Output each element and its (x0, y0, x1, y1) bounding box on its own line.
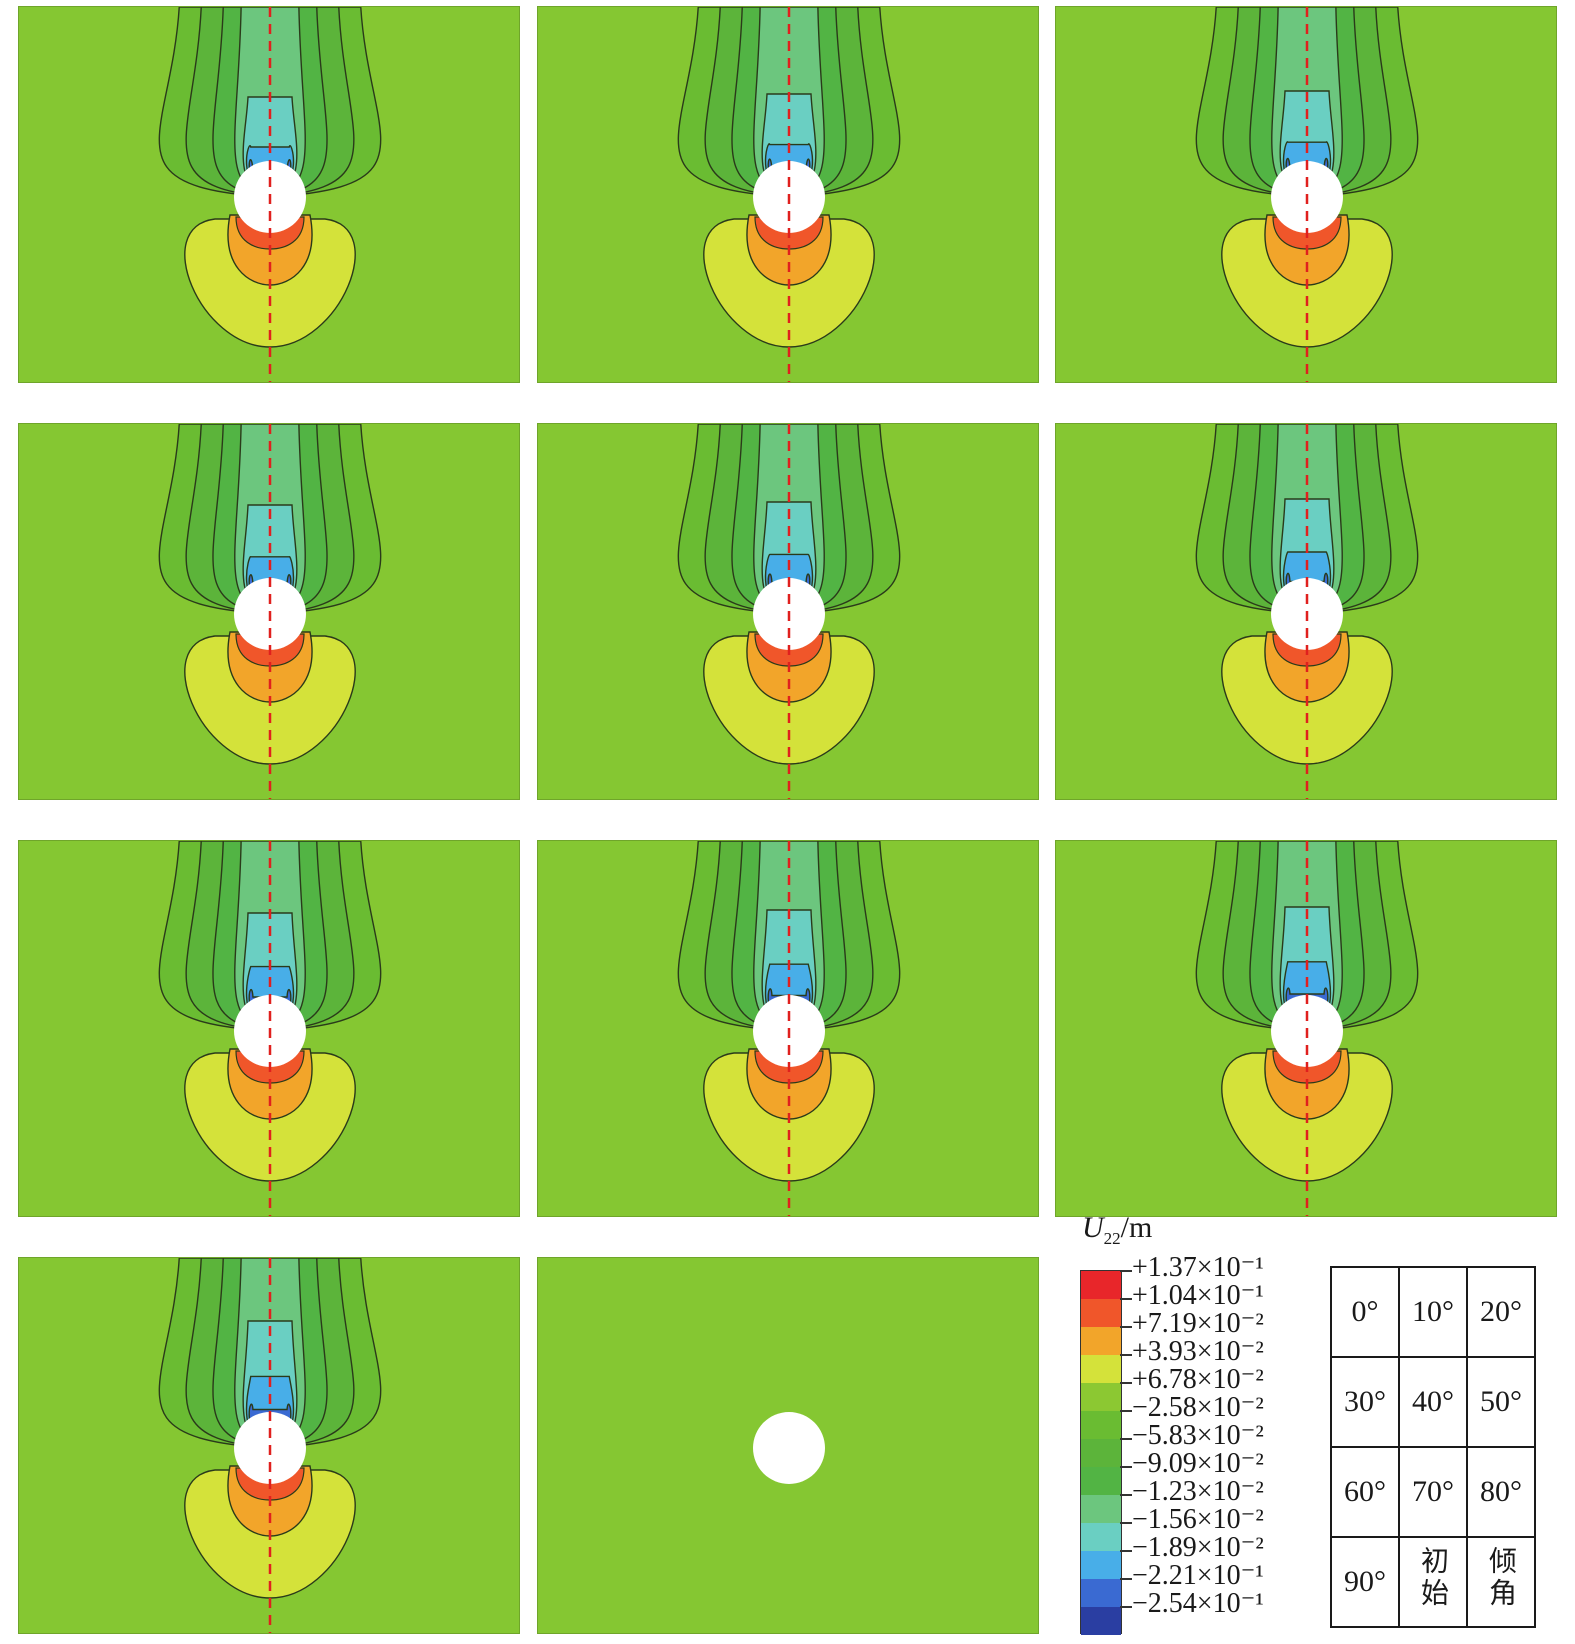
colorbar-swatch (1081, 1495, 1121, 1523)
angle-table-cell: 70° (1398, 1446, 1468, 1538)
angle-table-cell: 20° (1466, 1266, 1536, 1358)
contour-panel-20deg (1055, 6, 1557, 383)
legend-level-label: −1.23×10⁻² (1132, 1476, 1264, 1507)
contour-panel-0deg (18, 6, 520, 383)
angle-table-cell-text: 80° (1480, 1475, 1522, 1508)
contour-panel-40deg (537, 423, 1039, 800)
contour-plot (19, 841, 519, 1216)
angle-table-cell: 90° (1330, 1536, 1400, 1628)
angle-table-cell-text: 10° (1412, 1295, 1454, 1328)
angle-table-cell-text: 倾角 (1485, 1545, 1518, 1610)
angle-table-cell-text: 40° (1412, 1385, 1454, 1418)
color-legend: U22/m +1.37×10⁻¹ +1.04×10⁻¹ +7.19×10⁻² +3.9… (1060, 1212, 1320, 1638)
colorbar-swatch (1081, 1355, 1121, 1383)
colorbar-swatch (1081, 1439, 1121, 1467)
colorbar-tick (1120, 1522, 1132, 1524)
colorbar-swatch (1081, 1327, 1121, 1355)
angle-table-cell-text: 20° (1480, 1295, 1522, 1328)
contour-plot (1056, 424, 1556, 799)
contour-plot (1056, 841, 1556, 1216)
legend-level-label: −5.83×10⁻² (1132, 1420, 1264, 1451)
legend-level-label: −1.56×10⁻² (1132, 1504, 1264, 1535)
colorbar-tick (1120, 1410, 1132, 1412)
angle-table-cell-text: 0° (1351, 1295, 1379, 1328)
colorbar-swatch (1081, 1411, 1121, 1439)
colorbar-tick (1120, 1606, 1132, 1608)
colorbar-swatch (1081, 1523, 1121, 1551)
colorbar-tick (1120, 1382, 1132, 1384)
legend-title: U22/m (1082, 1211, 1153, 1249)
colorbar-tick (1120, 1438, 1132, 1440)
angle-key-table: 0° 10° 20° 30° 40° 50° 60° 70° 80° 90° 初始 倾角 (1330, 1266, 1536, 1628)
contour-plot (1056, 7, 1556, 382)
angle-table-cell-text: 30° (1344, 1385, 1386, 1418)
legend-level-label: +3.93×10⁻² (1132, 1336, 1264, 1367)
colorbar-tick (1120, 1326, 1132, 1328)
legend-level-label: −2.54×10⁻¹ (1132, 1588, 1264, 1619)
contour-plot (19, 424, 519, 799)
colorbar-swatch (1081, 1607, 1121, 1635)
angle-table-cell: 初始 (1398, 1536, 1468, 1628)
contour-plot (19, 7, 519, 382)
colorbar-swatch (1081, 1467, 1121, 1495)
angle-table-row: 60° 70° 80° (1330, 1446, 1536, 1538)
angle-table-row: 30° 40° 50° (1330, 1356, 1536, 1448)
colorbar-tick (1120, 1494, 1132, 1496)
contour-panel-70deg (537, 840, 1039, 1217)
contour-plot (538, 1258, 1038, 1633)
colorbar-swatch (1081, 1383, 1121, 1411)
colorbar-tick (1120, 1298, 1132, 1300)
colorbar-tick (1120, 1270, 1132, 1272)
legend-level-label: −1.89×10⁻² (1132, 1532, 1264, 1563)
angle-table-cell: 10° (1398, 1266, 1468, 1358)
colorbar-swatch (1081, 1299, 1121, 1327)
angle-table-cell-text: 70° (1412, 1475, 1454, 1508)
contour-plot (538, 424, 1038, 799)
angle-table-cell: 50° (1466, 1356, 1536, 1448)
contour-panel-60deg (18, 840, 520, 1217)
legend-level-label: −9.09×10⁻² (1132, 1448, 1264, 1479)
contour-panel-80deg (1055, 840, 1557, 1217)
colorbar-swatch (1081, 1579, 1121, 1607)
contour-panel-initial (537, 1257, 1039, 1634)
contour-plot (538, 7, 1038, 382)
angle-table-row: 0° 10° 20° (1330, 1266, 1536, 1358)
contour-panel-10deg (537, 6, 1039, 383)
legend-level-label: +1.37×10⁻¹ (1132, 1252, 1264, 1283)
legend-level-label: −2.21×10⁻¹ (1132, 1560, 1264, 1591)
angle-table-cell: 80° (1466, 1446, 1536, 1538)
angle-table-cell-text: 90° (1344, 1565, 1386, 1598)
colorbar-tick (1120, 1578, 1132, 1580)
angle-table-cell-text: 初始 (1417, 1545, 1450, 1610)
legend-level-label: +6.78×10⁻² (1132, 1364, 1264, 1395)
contour-panel-90deg (18, 1257, 520, 1634)
legend-level-label: +7.19×10⁻² (1132, 1308, 1264, 1339)
angle-table-row: 90° 初始 倾角 (1330, 1536, 1536, 1628)
angle-table-cell: 倾角 (1466, 1536, 1536, 1628)
legend-level-label: −2.58×10⁻² (1132, 1392, 1264, 1423)
colorbar-swatch (1081, 1551, 1121, 1579)
legend-level-label: +1.04×10⁻¹ (1132, 1280, 1264, 1311)
tunnel-hole (753, 1412, 825, 1484)
contour-panel-50deg (1055, 423, 1557, 800)
colorbar-tick (1120, 1466, 1132, 1468)
contour-panel-30deg (18, 423, 520, 800)
colorbar-tick (1120, 1550, 1132, 1552)
angle-table-cell: 0° (1330, 1266, 1400, 1358)
angle-table-cell: 30° (1330, 1356, 1400, 1448)
contour-plot (19, 1258, 519, 1633)
colorbar-tick (1120, 1354, 1132, 1356)
angle-table-cell: 60° (1330, 1446, 1400, 1538)
angle-table-cell-text: 50° (1480, 1385, 1522, 1418)
angle-table-cell-text: 60° (1344, 1475, 1386, 1508)
angle-table-cell: 40° (1398, 1356, 1468, 1448)
colorbar (1080, 1270, 1122, 1635)
colorbar-swatch (1081, 1271, 1121, 1299)
contour-plot (538, 841, 1038, 1216)
